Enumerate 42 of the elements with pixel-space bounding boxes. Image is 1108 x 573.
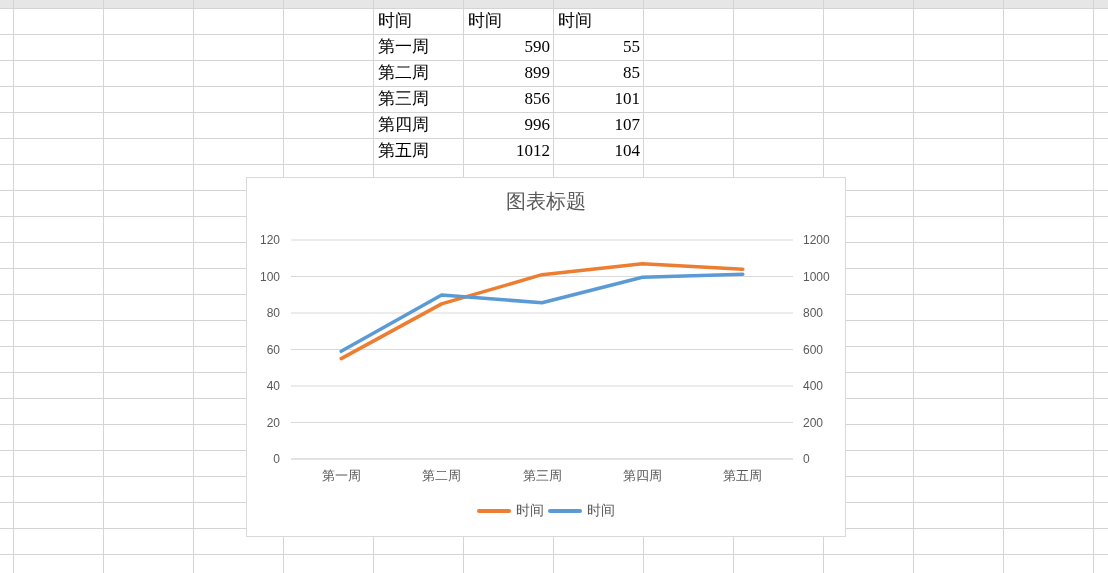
data-label: 1012 bbox=[515, 140, 551, 162]
text: 时间 bbox=[377, 10, 413, 32]
y-tick-label: 60 bbox=[266, 342, 281, 357]
legend-label: 时间 bbox=[587, 502, 615, 520]
y2-tick-label: 1000 bbox=[803, 269, 831, 284]
category-label: 第四周 bbox=[377, 114, 430, 136]
data-label: 55 bbox=[622, 36, 641, 58]
text: 时间 bbox=[467, 10, 503, 32]
y-tick-label: 40 bbox=[266, 379, 281, 394]
y2-tick-label: 0 bbox=[803, 452, 810, 467]
category-label: 第三周 bbox=[377, 88, 430, 110]
category-label: 第一周 bbox=[377, 36, 430, 58]
y2-tick-label: 600 bbox=[803, 342, 824, 357]
y-tick-label: 120 bbox=[259, 233, 281, 248]
data-label: 899 bbox=[523, 62, 551, 84]
data-label: 996 bbox=[523, 114, 551, 136]
y-tick-label: 20 bbox=[266, 415, 281, 430]
y2-tick-label: 400 bbox=[803, 379, 824, 394]
line-series bbox=[339, 261, 745, 361]
x-tick-label: 第五周 bbox=[723, 468, 763, 484]
x-tick-label: 第四周 bbox=[622, 468, 662, 484]
y2-tick-label: 1200 bbox=[803, 233, 831, 248]
y2-tick-label: 200 bbox=[803, 415, 824, 430]
data-label: 590 bbox=[523, 36, 551, 58]
y-tick-label: 0 bbox=[273, 452, 281, 467]
category-label: 第二周 bbox=[377, 62, 430, 84]
x-tick-label: 第二周 bbox=[422, 468, 462, 484]
y-tick-label: 80 bbox=[266, 306, 281, 321]
category-label: 第五周 bbox=[377, 140, 430, 162]
chart-title: 图表标题 bbox=[505, 189, 587, 214]
text: 时间 bbox=[557, 10, 593, 32]
data-label: 101 bbox=[613, 88, 641, 110]
y-tick-label: 100 bbox=[259, 269, 281, 284]
y2-tick-label: 800 bbox=[803, 306, 824, 321]
data-label: 107 bbox=[613, 114, 641, 136]
x-tick-label: 第一周 bbox=[321, 468, 361, 484]
x-tick-label: 第三周 bbox=[522, 468, 562, 484]
line-series bbox=[339, 272, 745, 354]
data-label: 856 bbox=[523, 88, 551, 110]
legend-label: 时间 bbox=[516, 502, 544, 520]
data-label: 85 bbox=[622, 62, 641, 84]
data-label: 104 bbox=[613, 140, 641, 162]
